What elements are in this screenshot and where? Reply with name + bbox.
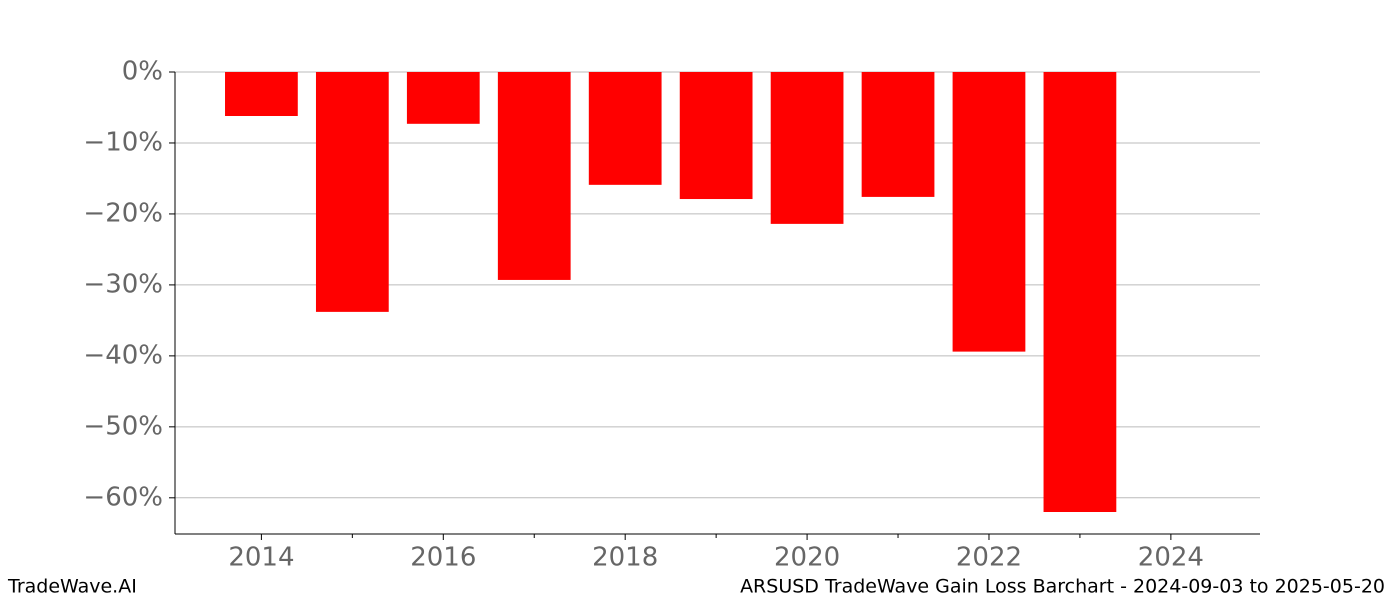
x-tick-label: 2014 xyxy=(228,543,294,573)
x-tick-label: 2022 xyxy=(956,543,1022,573)
bar xyxy=(679,72,753,200)
bar xyxy=(225,72,298,116)
y-tick-label: −50% xyxy=(83,411,163,441)
y-tick-label: −20% xyxy=(83,198,163,228)
x-tick-label: 2024 xyxy=(1138,543,1204,573)
bar xyxy=(952,72,1026,352)
y-tick-label: 0% xyxy=(122,57,163,87)
bar xyxy=(770,72,844,224)
y-tick-label: −40% xyxy=(83,340,163,370)
x-tick-label: 2020 xyxy=(774,543,840,573)
bar xyxy=(588,72,662,185)
bar xyxy=(497,72,571,280)
x-tick-label: 2018 xyxy=(592,543,658,573)
chart-title: ARSUSD TradeWave Gain Loss Barchart - 20… xyxy=(740,576,1385,598)
bar xyxy=(1043,72,1117,512)
y-tick-label: −60% xyxy=(83,482,163,512)
y-tick-label: −10% xyxy=(83,127,163,157)
y-tick-label: −30% xyxy=(83,269,163,299)
bar xyxy=(861,72,935,197)
x-tick-label: 2016 xyxy=(410,543,476,573)
watermark: TradeWave.AI xyxy=(7,576,137,598)
bar xyxy=(315,72,389,312)
bar xyxy=(406,72,480,124)
